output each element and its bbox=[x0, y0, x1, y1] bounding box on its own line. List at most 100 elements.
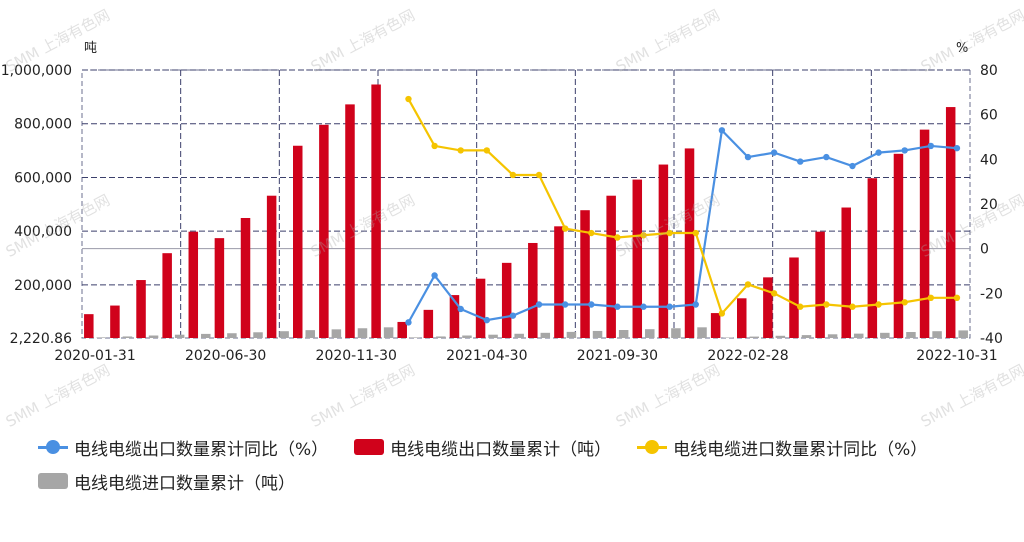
export-bar bbox=[763, 277, 773, 338]
bar-swatch-icon bbox=[38, 473, 68, 489]
export-bar bbox=[293, 145, 303, 338]
export-bar bbox=[737, 298, 747, 338]
import-yoy-line bbox=[407, 98, 957, 316]
export-yoy-point bbox=[744, 153, 752, 161]
y-right-tick-label: 60 bbox=[980, 108, 998, 124]
import-bar bbox=[697, 327, 707, 338]
import-yoy-point bbox=[770, 290, 778, 297]
export-bar bbox=[528, 242, 538, 338]
export-yoy-point bbox=[927, 142, 935, 150]
import-bar bbox=[436, 336, 446, 338]
export-yoy-point bbox=[431, 272, 438, 279]
x-tick-label: 2022-02-28 bbox=[707, 348, 788, 364]
export-yoy-point bbox=[849, 162, 856, 170]
import-yoy-point bbox=[692, 229, 699, 237]
export-bar bbox=[188, 231, 199, 338]
import-yoy-point bbox=[744, 281, 752, 288]
export-bar bbox=[893, 153, 904, 338]
legend-item-import-yoy[interactable]: 电线电缆进口数量累计同比（%） bbox=[637, 435, 927, 460]
import-bar bbox=[305, 330, 315, 338]
import-yoy-point bbox=[483, 147, 491, 154]
export-bar bbox=[423, 309, 434, 338]
export-bar bbox=[867, 178, 878, 338]
import-bar bbox=[671, 328, 681, 338]
legend-row: 电线电缆进口数量累计（吨） bbox=[38, 466, 1018, 496]
legend-label: 电线电缆出口数量累计（吨） bbox=[390, 439, 612, 460]
export-yoy-point bbox=[640, 303, 647, 310]
export-bar bbox=[214, 238, 225, 338]
import-yoy-point bbox=[823, 301, 830, 308]
export-yoy-point bbox=[718, 127, 726, 134]
export-yoy-point bbox=[770, 149, 778, 156]
import-bar bbox=[174, 334, 185, 338]
export-bar bbox=[945, 107, 956, 339]
import-bar bbox=[540, 332, 551, 338]
legend-item-export-yoy[interactable]: 电线电缆出口数量累计同比（%） bbox=[38, 435, 328, 460]
import-yoy-point bbox=[509, 171, 517, 179]
line-marker-icon bbox=[38, 440, 68, 454]
export-bar bbox=[266, 195, 277, 338]
export-yoy-point bbox=[875, 149, 882, 156]
legend-label: 电线电缆进口数量累计（吨） bbox=[74, 473, 295, 494]
lines bbox=[405, 95, 961, 326]
import-yoy-point bbox=[953, 294, 961, 301]
export-yoy-point bbox=[588, 301, 595, 308]
import-bar bbox=[514, 333, 524, 338]
import-bar bbox=[96, 337, 107, 338]
export-bar bbox=[162, 253, 172, 338]
import-bar bbox=[148, 335, 159, 338]
x-tick-label: 2020-11-30 bbox=[316, 348, 397, 364]
import-bar bbox=[227, 333, 237, 338]
import-bar bbox=[906, 332, 916, 338]
y-left-tick-label: 600,000 bbox=[14, 170, 72, 186]
import-bar bbox=[331, 329, 342, 338]
import-bar bbox=[462, 335, 472, 338]
legend-item-import-volume[interactable]: 电线电缆进口数量累计（吨） bbox=[38, 469, 295, 494]
import-yoy-point bbox=[405, 95, 412, 103]
legend-row: 电线电缆出口数量累计同比（%） 电线电缆出口数量累计（吨） 电线电缆进口数量累计… bbox=[38, 432, 1018, 462]
import-bar bbox=[853, 333, 864, 338]
import-bar bbox=[383, 327, 394, 338]
y-right-tick-label: 0 bbox=[980, 242, 989, 258]
import-bar bbox=[201, 333, 211, 338]
export-yoy-point bbox=[509, 312, 517, 319]
import-bar bbox=[566, 331, 577, 338]
import-yoy-point bbox=[875, 301, 882, 308]
export-yoy-point bbox=[535, 301, 543, 308]
export-yoy-line bbox=[407, 127, 958, 323]
import-yoy-point bbox=[457, 147, 464, 154]
import-yoy-point bbox=[614, 234, 621, 241]
import-yoy-point bbox=[588, 229, 595, 237]
y-right-tick-label: 80 bbox=[980, 63, 998, 79]
export-yoy-point bbox=[457, 305, 464, 313]
x-tick-label: 2020-01-31 bbox=[54, 348, 135, 364]
export-bar bbox=[319, 124, 329, 338]
x-tick-label: 2022-10-31 bbox=[916, 348, 997, 364]
right-axis-unit: % bbox=[956, 41, 968, 56]
export-bar bbox=[554, 226, 564, 338]
import-bar bbox=[932, 331, 942, 338]
y-left-tick-label: 2,220.86 bbox=[10, 331, 72, 347]
legend: 电线电缆出口数量累计同比（%） 电线电缆出口数量累计（吨） 电线电缆进口数量累计… bbox=[38, 432, 1018, 500]
line-marker-icon bbox=[637, 440, 668, 454]
export-yoy-point bbox=[692, 301, 699, 308]
x-tick-label: 2021-09-30 bbox=[577, 348, 658, 364]
export-yoy-point bbox=[561, 301, 569, 308]
export-bar bbox=[84, 314, 94, 338]
export-yoy-point bbox=[901, 147, 908, 154]
import-bar bbox=[880, 332, 890, 338]
legend-item-export-volume[interactable]: 电线电缆出口数量累计（吨） bbox=[354, 435, 611, 460]
import-bar bbox=[488, 334, 498, 338]
import-bar bbox=[749, 336, 759, 338]
left-axis-unit: 吨 bbox=[84, 41, 97, 56]
import-bar bbox=[409, 337, 420, 338]
import-bar bbox=[958, 330, 968, 338]
export-yoy-point bbox=[483, 316, 491, 324]
y-left-tick-label: 800,000 bbox=[14, 117, 72, 133]
import-yoy-point bbox=[431, 142, 438, 150]
x-tick-label: 2020-06-30 bbox=[185, 348, 266, 364]
legend-label: 电线电缆出口数量累计同比（%） bbox=[74, 439, 329, 460]
import-yoy-point bbox=[535, 171, 543, 179]
y-left-tick-label: 200,000 bbox=[14, 278, 72, 294]
export-yoy-point bbox=[797, 158, 804, 165]
